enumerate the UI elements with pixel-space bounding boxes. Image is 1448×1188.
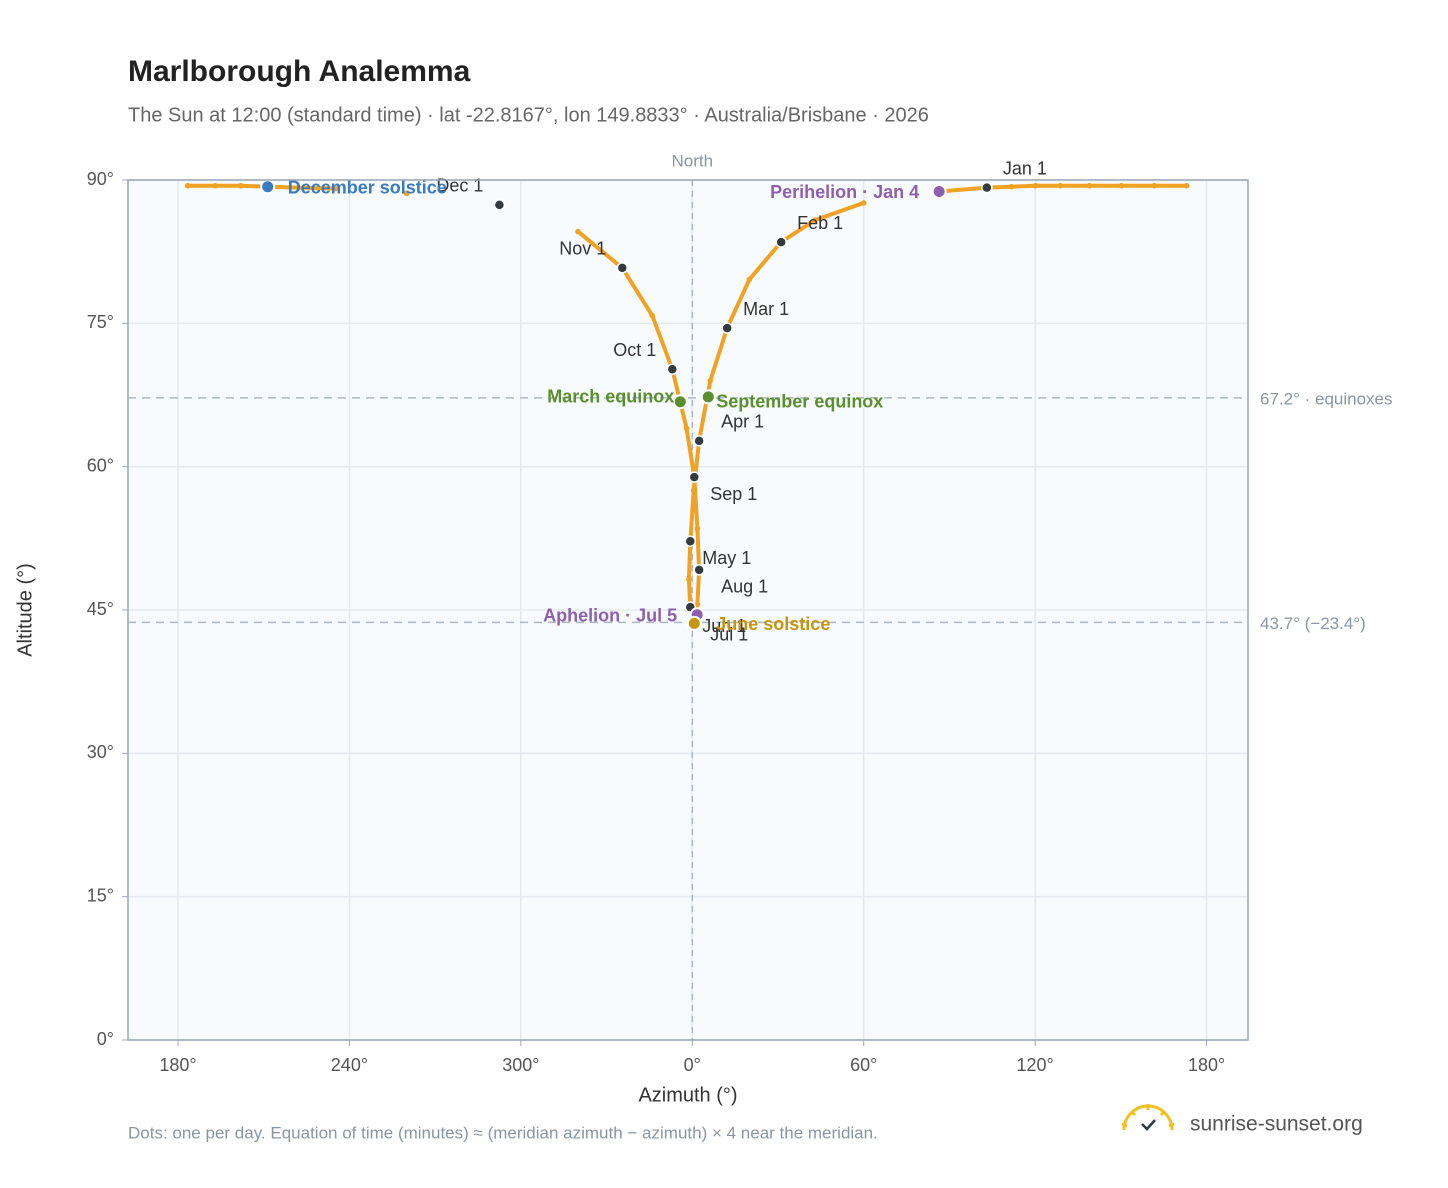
month-label: Feb 1	[797, 213, 843, 233]
x-tick-label: 180°	[1188, 1055, 1225, 1075]
month-marker	[688, 471, 701, 483]
day-dot	[184, 182, 191, 189]
month-label: Jun 1	[702, 616, 746, 636]
day-dot	[1086, 182, 1093, 189]
reference-label: 67.2° · equinoxes	[1260, 389, 1393, 408]
day-dot	[746, 276, 753, 283]
day-dot	[212, 182, 218, 189]
month-label: Jul 1	[710, 624, 748, 644]
event-label: June solstice	[716, 614, 830, 634]
month-label: Nov 1	[559, 239, 606, 259]
month-label: Mar 1	[743, 299, 789, 319]
y-tick-label: 0°	[97, 1029, 114, 1049]
event-marker	[260, 179, 276, 195]
month-label: Jan 1	[1003, 158, 1047, 178]
day-dot	[694, 601, 701, 608]
month-label: Sep 1	[710, 484, 757, 504]
event-label: Perihelion · Jan 4	[770, 182, 919, 202]
y-tick-label: 90°	[87, 169, 114, 189]
event-label: December solstice	[288, 177, 447, 197]
day-dot	[575, 228, 581, 235]
y-axis-label: Altitude (°)	[14, 563, 36, 657]
y-tick-label: 45°	[87, 599, 114, 619]
event-marker	[931, 183, 947, 199]
month-marker	[684, 535, 697, 547]
day-dot	[332, 185, 338, 192]
x-axis-label: Azimuth (°)	[638, 1084, 737, 1106]
day-dot	[694, 525, 701, 532]
month-label: Oct 1	[613, 340, 656, 360]
month-label: Apr 1	[721, 412, 764, 432]
x-tick-label: 120°	[1017, 1055, 1054, 1075]
day-dot	[812, 217, 818, 223]
y-tick-label: 60°	[87, 455, 114, 475]
day-dot	[860, 200, 867, 206]
day-dot	[649, 312, 656, 319]
x-tick-label: 180°	[159, 1055, 196, 1075]
chart-title: Marlborough Analemma	[128, 55, 471, 88]
month-marker	[666, 363, 679, 375]
day-dot	[1008, 183, 1015, 190]
month-label: May 1	[702, 548, 751, 568]
event-marker	[686, 615, 702, 631]
brand-text: sunrise-sunset.org	[1190, 1113, 1363, 1136]
event-label: Aphelion · Jul 5	[543, 606, 677, 626]
day-dot	[1032, 182, 1039, 189]
reference-label: 43.7° (−23.4°)	[1260, 614, 1366, 633]
x-tick-label: 300°	[502, 1055, 539, 1075]
day-dot	[1118, 182, 1125, 189]
month-marker	[721, 322, 733, 334]
y-tick-label: 30°	[87, 742, 114, 762]
month-marker	[775, 236, 787, 248]
day-dot	[707, 377, 714, 384]
month-label: Aug 1	[721, 577, 768, 597]
day-dot	[1151, 182, 1158, 189]
meridian-label: North	[671, 151, 713, 170]
y-tick-label: 75°	[87, 312, 114, 332]
month-marker	[981, 181, 993, 194]
month-marker	[616, 262, 629, 274]
event-label: March equinox	[547, 386, 674, 406]
day-dot	[1057, 182, 1064, 189]
x-tick-label: 60°	[850, 1055, 877, 1075]
chart-subtitle: The Sun at 12:00 (standard time) · lat -…	[128, 104, 929, 126]
footnote: Dots: one per day. Equation of time (min…	[128, 1123, 878, 1142]
day-dot	[683, 425, 690, 432]
day-dot	[686, 576, 692, 583]
event-marker	[700, 389, 716, 405]
day-dot	[403, 190, 410, 197]
brand-logo	[1121, 1104, 1175, 1131]
x-tick-label: 0°	[684, 1055, 701, 1075]
day-dot	[1183, 182, 1190, 189]
month-marker	[493, 199, 506, 211]
event-label: September equinox	[716, 392, 883, 412]
day-dot	[690, 487, 697, 494]
event-marker	[672, 394, 688, 410]
month-marker	[693, 564, 705, 576]
day-dot	[238, 182, 244, 189]
month-marker	[693, 435, 705, 447]
x-tick-label: 240°	[331, 1055, 368, 1075]
y-tick-label: 15°	[87, 885, 114, 905]
